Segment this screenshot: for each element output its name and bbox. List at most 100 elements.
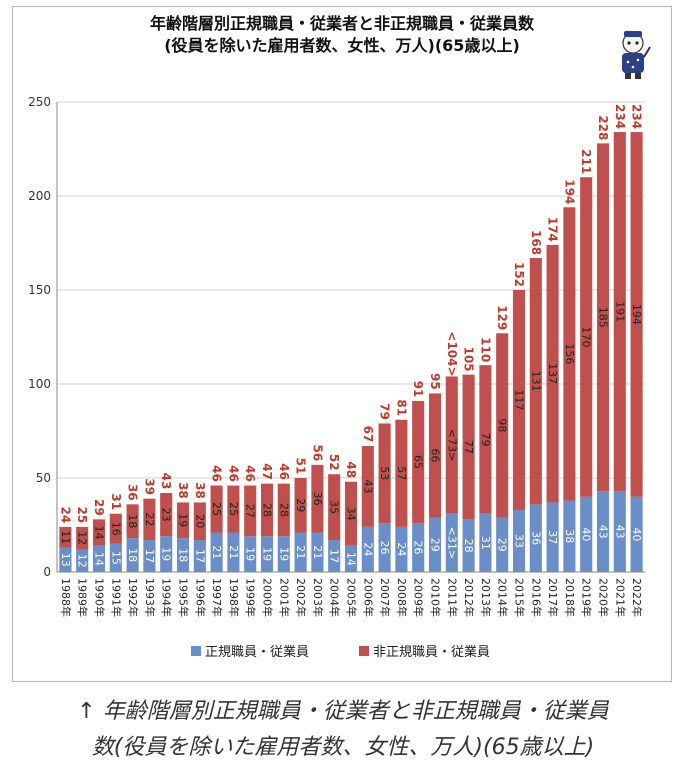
chart-plot: 0501001502002501311241988年1212251989年141…	[28, 95, 645, 660]
label-regular: 21	[227, 545, 240, 559]
label-regular: 29	[429, 538, 442, 552]
bar-regular	[496, 517, 509, 572]
label-nonregular: 28	[277, 503, 290, 517]
label-regular: 40	[580, 527, 593, 541]
label-regular: 26	[378, 541, 391, 555]
x-tick-label: 1999年	[244, 578, 258, 617]
x-tick-label: 2010年	[429, 578, 443, 617]
label-nonregular: 194	[630, 304, 643, 325]
label-total: 79	[378, 403, 392, 420]
label-total: 38	[193, 482, 207, 499]
label-total: 91	[411, 381, 425, 398]
label-nonregular: 36	[311, 492, 324, 506]
x-tick-label: 1995年	[177, 578, 191, 617]
x-tick-label: 1994年	[160, 578, 174, 617]
bar-regular	[227, 532, 240, 572]
x-tick-label: 2022年	[630, 578, 644, 617]
y-tick-label: 0	[43, 565, 51, 579]
x-tick-label: 2021年	[613, 578, 627, 617]
label-total: 211	[579, 149, 593, 174]
bar-regular	[210, 532, 223, 572]
x-tick-label: 2007年	[378, 578, 392, 617]
label-nonregular: 170	[580, 327, 593, 348]
bar-nonregular	[630, 132, 643, 497]
bar-nonregular	[496, 333, 509, 518]
y-tick-label: 150	[28, 283, 51, 297]
x-tick-label: 2014年	[496, 578, 510, 617]
chart-title-line-2: (役員を除いた雇用者数、女性、万人)(65歳以上)	[164, 36, 520, 55]
label-nonregular: 57	[395, 466, 408, 480]
x-tick-label: 2003年	[311, 578, 325, 617]
bar-nonregular	[479, 365, 492, 514]
x-tick-label: 2020年	[597, 578, 611, 617]
label-regular: 21	[294, 545, 307, 559]
label-regular: 12	[76, 554, 89, 568]
label-total: 46	[277, 463, 291, 480]
x-tick-label: 1989年	[76, 578, 90, 617]
label-nonregular: 156	[563, 343, 576, 364]
bar-nonregular	[462, 374, 475, 520]
bar-regular	[395, 526, 408, 572]
label-regular: 38	[563, 529, 576, 543]
bar-nonregular	[378, 423, 391, 524]
label-nonregular: 53	[378, 466, 391, 480]
bar-nonregular	[193, 502, 206, 541]
label-total: 105	[462, 347, 476, 372]
chart-title-line-1: 年齢階層別正規職員・従業者と非正規職員・従業員数	[149, 14, 534, 33]
label-nonregular: 16	[109, 522, 122, 536]
bar-regular	[546, 502, 559, 572]
bar-nonregular	[277, 483, 290, 537]
label-total: 152	[512, 262, 526, 287]
label-nonregular: 19	[177, 513, 190, 527]
label-nonregular: 14	[93, 526, 106, 540]
label-regular: 18	[126, 548, 139, 562]
x-tick-label: 2005年	[345, 578, 359, 617]
bar-nonregular	[512, 290, 526, 510]
caption: ↑ 年齢階層別正規職員・従業者と非正規職員・従業員 数(役員を除いた雇用者数、女…	[0, 694, 686, 766]
label-nonregular: 35	[328, 500, 341, 514]
x-tick-label: 1992年	[126, 578, 140, 617]
bar-regular	[277, 536, 290, 572]
x-tick-label: 2009年	[412, 578, 426, 617]
bar-regular	[428, 517, 442, 572]
label-nonregular: 12	[76, 531, 89, 545]
bar-nonregular	[143, 498, 156, 541]
bar-regular	[613, 491, 626, 572]
bar-regular	[445, 513, 458, 572]
bar-nonregular	[176, 502, 190, 539]
label-total: 81	[394, 399, 408, 416]
bar-nonregular	[294, 478, 307, 533]
bar-nonregular	[445, 376, 458, 514]
label-regular: 21	[311, 545, 324, 559]
bar-regular	[479, 513, 492, 572]
bar-regular	[76, 549, 89, 572]
label-total: 228	[596, 115, 610, 140]
legend-label: 正規職員・従業員	[205, 644, 309, 660]
label-nonregular: 185	[597, 307, 610, 328]
label-regular: 19	[244, 547, 257, 561]
bar-regular	[412, 523, 425, 572]
x-tick-label: 2017年	[546, 578, 560, 617]
label-nonregular: 65	[412, 455, 425, 469]
bar-nonregular	[563, 207, 576, 501]
bar-regular	[109, 543, 122, 572]
bar-nonregular	[580, 177, 593, 497]
label-total: 129	[495, 305, 509, 330]
x-tick-label: 2013年	[479, 578, 493, 617]
label-nonregular: 18	[126, 514, 139, 528]
bar-regular	[176, 538, 190, 572]
x-tick-label: 1988年	[59, 578, 73, 617]
bar-regular	[311, 532, 324, 572]
label-total: 174	[546, 217, 560, 242]
label-total: 36	[126, 484, 140, 501]
bar-nonregular	[109, 513, 122, 544]
label-regular: 40	[630, 527, 643, 541]
label-nonregular: 23	[160, 508, 173, 522]
bar-nonregular	[546, 244, 559, 503]
bar-nonregular	[210, 485, 223, 533]
label-total: 38	[176, 482, 190, 499]
label-total: 46	[226, 465, 240, 482]
bar-nonregular	[59, 526, 72, 548]
caption-line-1: ↑ 年齢階層別正規職員・従業者と非正規職員・従業員	[77, 699, 609, 724]
label-nonregular: 34	[345, 507, 358, 521]
